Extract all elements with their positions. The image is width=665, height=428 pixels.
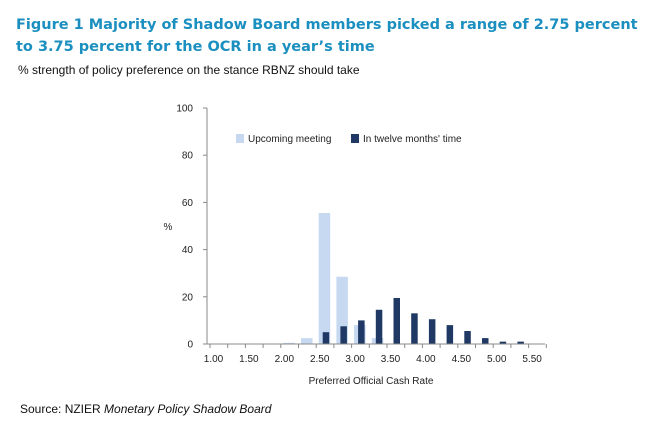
bar-twelve-months-5.25 — [517, 341, 524, 344]
bar-twelve-months-3.75 — [411, 313, 418, 344]
y-tick-label: 20 — [182, 292, 194, 303]
bar-twelve-months-5.00 — [499, 341, 507, 344]
x-tick-label: 1.00 — [204, 354, 224, 365]
x-tick-label: 5.00 — [487, 354, 507, 365]
bar-twelve-months-3.00 — [358, 320, 365, 344]
bar-twelve-months-4.50 — [464, 331, 471, 344]
bar-upcoming-2.75 — [336, 276, 348, 344]
bar-twelve-months-3.50 — [393, 297, 400, 344]
legend-swatch-twelve-months — [351, 134, 359, 143]
y-tick-label: 80 — [182, 151, 194, 162]
legend-label-upcoming: Upcoming meeting — [248, 134, 331, 145]
y-tick-label: 40 — [182, 245, 194, 256]
y-tick-label: 100 — [176, 104, 193, 115]
bar-upcoming-2.00 — [283, 342, 295, 344]
x-tick-label: 3.00 — [345, 354, 365, 365]
legend-label-twelve-months: In twelve months' time — [363, 134, 462, 145]
bar-twelve-months-2.75 — [340, 326, 347, 344]
x-tick-label: 2.50 — [310, 354, 330, 365]
x-tick-label: 3.50 — [381, 354, 401, 365]
y-axis-label: % — [164, 222, 173, 233]
x-tick-label: 4.50 — [452, 354, 472, 365]
source-title: Monetary Policy Shadow Board — [104, 402, 272, 416]
x-axis-label: Preferred Official Cash Rate — [309, 376, 434, 387]
y-tick-label: 0 — [187, 340, 193, 351]
source-note: Source: NZIER Monetary Policy Shadow Boa… — [20, 402, 271, 416]
bar-twelve-months-4.00 — [428, 319, 436, 344]
x-tick-label: 2.00 — [275, 354, 295, 365]
bar-upcoming-2.50 — [318, 213, 331, 344]
source-prefix: Source: NZIER — [20, 402, 105, 416]
bar-twelve-months-4.75 — [482, 338, 489, 344]
legend-swatch-upcoming — [236, 134, 244, 143]
bar-upcoming-2.25 — [301, 338, 313, 344]
x-tick-label: 5.50 — [522, 354, 542, 365]
bar-twelve-months-4.25 — [446, 325, 454, 344]
bar-twelve-months-3.25 — [375, 309, 383, 344]
x-tick-label: 4.00 — [416, 354, 436, 365]
figure-title: Figure 1 Majority of Shadow Board member… — [16, 17, 638, 55]
figure-subtitle: % strength of policy preference on the s… — [18, 63, 360, 77]
bar-twelve-months-2.50 — [322, 332, 330, 344]
x-tick-label: 1.50 — [239, 354, 259, 365]
y-tick-label: 60 — [182, 198, 194, 209]
